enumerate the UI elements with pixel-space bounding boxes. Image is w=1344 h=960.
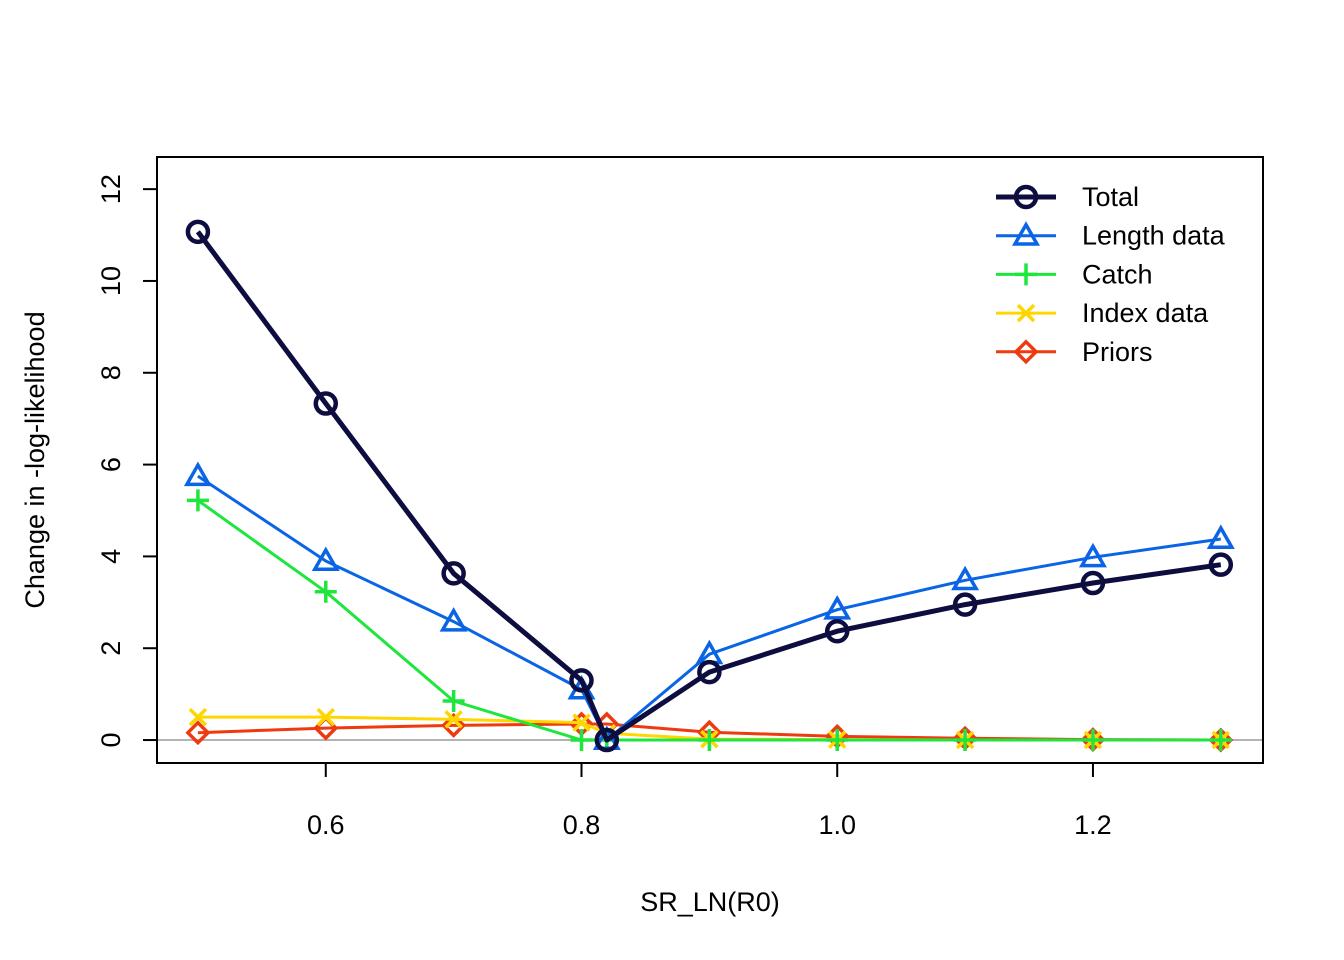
x-tick-label: 0.8 bbox=[563, 810, 601, 840]
data-point-total bbox=[1080, 570, 1106, 596]
y-tick-label: 6 bbox=[96, 457, 126, 472]
data-point-index-data bbox=[572, 713, 591, 732]
data-point-priors bbox=[441, 712, 467, 738]
series-layer bbox=[183, 219, 1235, 753]
legend-marker-length-data bbox=[1011, 221, 1041, 246]
data-point-total bbox=[594, 727, 620, 753]
data-point-catch bbox=[314, 580, 337, 603]
legend-label-index-data: Index data bbox=[1082, 298, 1209, 328]
y-axis-label: Change in -log-likelihood bbox=[20, 311, 50, 608]
data-point-total bbox=[824, 618, 850, 644]
x-axis-label: SR_LN(R0) bbox=[640, 887, 780, 917]
data-point-catch bbox=[954, 729, 977, 752]
data-point-total bbox=[313, 391, 339, 416]
legend-marker-total bbox=[1013, 184, 1039, 210]
x-tick-label: 1.2 bbox=[1074, 810, 1112, 840]
series-line-total bbox=[195, 230, 1222, 743]
legend-entry-length-data: Length data bbox=[996, 221, 1226, 251]
legend-label-length-data: Length data bbox=[1082, 221, 1226, 251]
data-point-length-data bbox=[439, 607, 468, 632]
data-point-length-data bbox=[1206, 524, 1235, 549]
legend-label-catch: Catch bbox=[1082, 259, 1153, 289]
data-point-length-data bbox=[311, 546, 340, 571]
y-tick-label: 2 bbox=[96, 641, 126, 656]
data-point-total bbox=[1208, 552, 1234, 577]
y-tick-label: 4 bbox=[96, 549, 126, 564]
legend-marker-priors bbox=[1013, 339, 1039, 365]
legend-entry-total: Total bbox=[996, 182, 1139, 212]
data-point-catch bbox=[570, 729, 593, 752]
x-tick-label: 0.6 bbox=[307, 810, 345, 840]
data-point-total bbox=[185, 219, 211, 245]
data-point-length-data bbox=[1078, 542, 1107, 568]
y-tick-label: 0 bbox=[96, 733, 126, 748]
series-total bbox=[185, 219, 1234, 753]
legend-entry-priors: Priors bbox=[996, 337, 1153, 367]
data-point-total bbox=[569, 668, 594, 693]
legend-label-total: Total bbox=[1082, 182, 1139, 212]
data-point-index-data bbox=[188, 707, 208, 727]
data-point-total bbox=[441, 561, 466, 586]
y-tick-label: 12 bbox=[96, 174, 126, 204]
y-axis: 0 2 4 6 8 10 12 bbox=[96, 174, 158, 748]
x-tick-label: 1.0 bbox=[818, 810, 856, 840]
data-point-catch bbox=[442, 690, 465, 713]
data-point-catch bbox=[1081, 729, 1104, 752]
y-tick-label: 10 bbox=[96, 266, 126, 296]
legend-label-priors: Priors bbox=[1082, 337, 1153, 367]
data-point-length-data bbox=[951, 565, 980, 591]
data-point-length-data bbox=[183, 461, 212, 487]
data-point-catch bbox=[1209, 729, 1232, 752]
legend: Total Length data Catch Index data Priors bbox=[996, 182, 1226, 367]
data-point-total bbox=[952, 592, 978, 617]
data-point-catch bbox=[186, 489, 209, 512]
legend-marker-index-data bbox=[1016, 303, 1036, 323]
x-axis: 0.6 0.8 1.0 1.2 bbox=[307, 762, 1112, 840]
data-point-total bbox=[697, 659, 722, 685]
legend-entry-index-data: Index data bbox=[996, 298, 1209, 328]
data-point-catch bbox=[826, 729, 849, 752]
legend-entry-catch: Catch bbox=[996, 259, 1153, 289]
data-point-index-data bbox=[316, 707, 336, 727]
data-point-index-data bbox=[444, 710, 463, 729]
series-line-catch bbox=[197, 499, 1221, 742]
legend-marker-catch bbox=[1015, 263, 1037, 286]
y-tick-label: 8 bbox=[96, 365, 126, 380]
series-line-length-data bbox=[197, 474, 1222, 742]
data-point-length-data bbox=[823, 595, 852, 620]
data-point-priors bbox=[185, 720, 211, 746]
data-point-catch bbox=[698, 729, 721, 752]
